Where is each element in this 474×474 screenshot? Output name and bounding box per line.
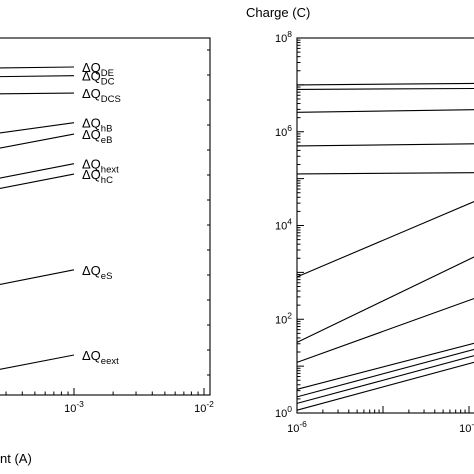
left-x-tick-label-0: 10-3	[64, 399, 84, 415]
series-label-dcs: ΔQDCS	[82, 86, 121, 105]
series-label-hc: ΔQhC	[82, 167, 113, 186]
left-series-line-hext	[0, 163, 75, 179]
right-y-axis-label: Charge (C)	[246, 5, 310, 20]
right-series-line-6	[296, 200, 474, 278]
left-series-line-es	[0, 269, 75, 286]
right-y-tick-label-1: 102	[275, 310, 292, 326]
right-series-line-10	[296, 348, 474, 398]
right-series-line-3	[296, 109, 474, 113]
left-plot-frame	[0, 37, 211, 396]
right-series-line-12	[296, 361, 474, 411]
right-series-line-1	[296, 82, 474, 86]
right-series-line-5	[296, 172, 474, 175]
right-series-line-11	[296, 355, 474, 404]
right-y-tick-label-2: 104	[275, 217, 292, 233]
right-y-tick-label-4: 108	[275, 29, 292, 45]
left-series-line-de	[0, 66, 75, 69]
left-x-axis-label: nt (A)	[0, 451, 32, 466]
left-series-line-eext	[0, 354, 75, 370]
left-series-line-hc	[0, 173, 75, 189]
series-label-es: ΔQeS	[82, 263, 112, 282]
right-series-line-9	[296, 342, 474, 390]
series-label-dc: ΔQDC	[82, 69, 115, 88]
right-y-tick-label-0: 100	[275, 404, 292, 420]
series-label-hext: ΔQhext	[82, 157, 119, 176]
right-series-line-2	[296, 87, 474, 90]
right-y-tick-label-3: 106	[275, 123, 292, 139]
right-x-tick-label-1: 10-4	[459, 419, 474, 435]
left-series-line-eb	[0, 133, 75, 149]
series-label-hb: ΔQhB	[82, 116, 112, 135]
left-series-line-dc	[0, 75, 75, 78]
right-series-line-7	[296, 256, 474, 343]
series-label-de: ΔQDE	[82, 60, 114, 79]
right-series-line-8	[296, 297, 474, 363]
left-series-line-hb	[0, 122, 75, 134]
series-label-eb: ΔQeB	[82, 127, 112, 146]
left-series-line-dcs	[0, 92, 75, 95]
series-label-eext: ΔQeext	[82, 348, 119, 367]
left-x-tick-label-1: 10-2	[194, 399, 214, 415]
right-chart-panel: 100 102 104 106 108 10-6 10-4 Charge (C)	[246, 5, 474, 435]
right-series-line-4	[296, 143, 474, 147]
right-x-tick-label-0: 10-6	[287, 419, 307, 435]
